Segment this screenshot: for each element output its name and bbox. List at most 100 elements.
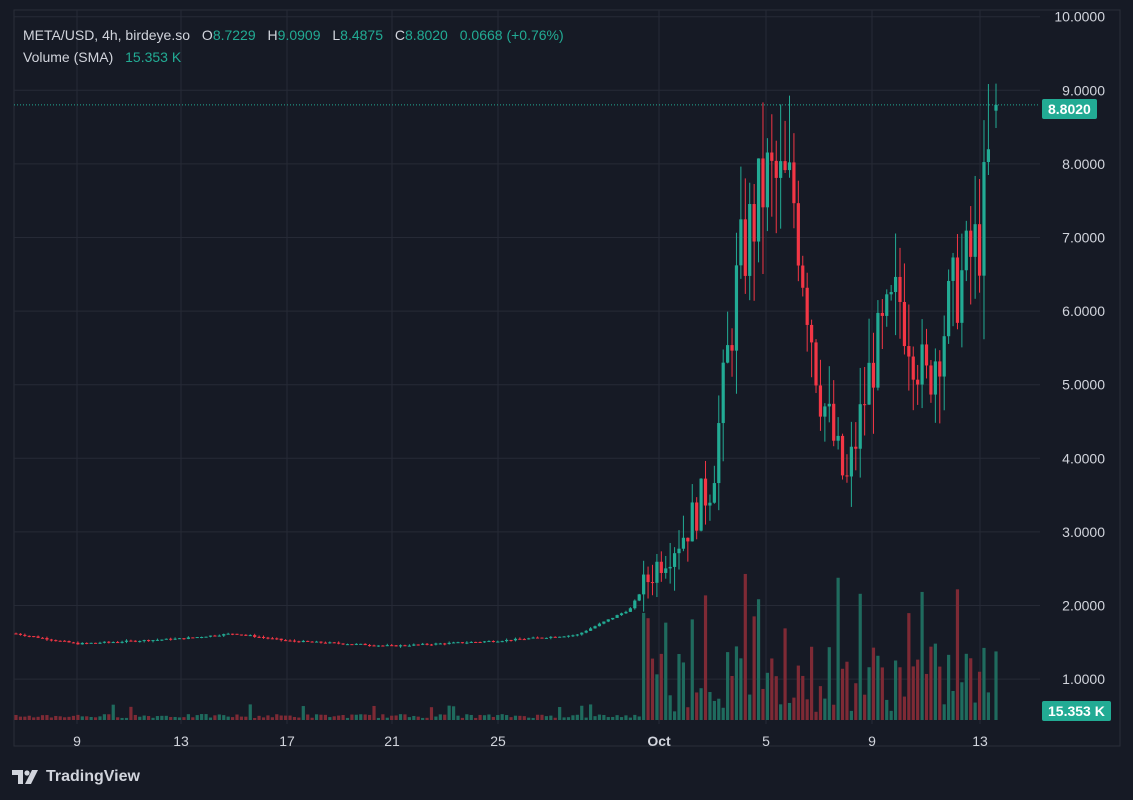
time-tick-label: 13 <box>173 733 189 749</box>
volume-bar <box>911 666 915 720</box>
candle-body <box>261 636 266 638</box>
candle-body <box>186 637 190 639</box>
volume-bar <box>955 589 960 720</box>
candle-body <box>779 161 783 178</box>
candle-body <box>71 642 76 644</box>
volume-bar <box>681 662 686 720</box>
candle-body <box>765 152 769 208</box>
candle-body <box>558 636 562 638</box>
candle-body <box>938 361 942 377</box>
volume-bar <box>169 717 173 720</box>
volume-bar <box>376 717 381 720</box>
candle-body <box>509 639 513 641</box>
candle-body <box>40 637 45 639</box>
volume-bar <box>460 717 465 720</box>
volume-bar <box>916 659 920 720</box>
candle-body <box>204 636 208 638</box>
candle-body <box>580 632 584 635</box>
volume-bar <box>734 646 739 720</box>
volume-bar <box>142 715 146 720</box>
candle-body <box>911 356 915 380</box>
candle-body <box>32 636 36 638</box>
candle-body <box>880 312 884 316</box>
volume-bar <box>248 704 252 720</box>
volume-bar <box>690 619 694 720</box>
volume-bar <box>447 705 451 720</box>
candle-body <box>45 638 49 640</box>
candle-body <box>619 613 624 616</box>
candle-body <box>253 635 257 637</box>
volume-bar <box>933 643 937 720</box>
volume-bar <box>323 714 327 720</box>
volume-bar <box>730 676 734 720</box>
volume-bar <box>593 716 597 720</box>
volume-bar <box>854 683 858 720</box>
symbol-label[interactable]: META/USD, 4h, birdeye.so <box>23 27 191 43</box>
volume-bar <box>235 714 239 720</box>
candle-body <box>792 162 796 204</box>
volume-bar <box>783 628 787 720</box>
volume-bar <box>779 704 783 720</box>
volume-label[interactable]: Volume (SMA) <box>23 49 114 65</box>
candle-body <box>734 265 739 351</box>
candle-body <box>292 640 297 642</box>
candle-body <box>717 423 721 484</box>
candle-body <box>686 537 690 542</box>
candle-body <box>354 643 358 645</box>
candle-body <box>522 639 526 641</box>
volume-bar <box>191 717 195 720</box>
candle-body <box>858 404 862 449</box>
volume-bar <box>275 714 279 720</box>
volume-bar <box>544 716 548 720</box>
volume-bar <box>270 717 274 720</box>
volume-bar <box>297 717 301 720</box>
close-value: 8.8020 <box>405 27 448 43</box>
volume-bar <box>429 707 434 720</box>
candle-body <box>933 361 937 395</box>
candle-body <box>116 642 120 644</box>
volume-bar <box>836 577 840 720</box>
candle-body <box>783 161 787 171</box>
volume-bar <box>867 667 871 720</box>
volume-bar <box>889 710 893 720</box>
volume-bar <box>306 714 310 720</box>
volume-bar <box>849 710 853 720</box>
volume-bar <box>341 714 345 720</box>
candle-body <box>677 548 681 554</box>
candle-body <box>712 483 716 503</box>
candle-body <box>359 643 363 645</box>
tradingview-icon <box>12 770 38 784</box>
tradingview-logo[interactable]: TradingView <box>12 768 140 786</box>
candle-body <box>920 344 924 385</box>
volume-bar <box>994 651 998 720</box>
candle-body <box>14 633 18 635</box>
volume-bar <box>646 618 650 720</box>
candle-body <box>248 635 252 637</box>
candle-body <box>85 642 89 644</box>
low-value: 8.4875 <box>340 27 383 43</box>
candle-body <box>955 257 960 323</box>
candle-body <box>703 478 708 506</box>
volume-bar <box>513 715 518 720</box>
volume-bar <box>986 692 990 720</box>
candle-body <box>606 619 610 622</box>
candle-body <box>266 637 270 639</box>
candle-body <box>124 640 129 642</box>
volume-bar <box>54 715 58 720</box>
candle-body <box>155 639 160 641</box>
candle-body <box>301 640 305 643</box>
candle-body <box>505 639 509 642</box>
volume-bar <box>770 658 774 720</box>
candle-body <box>447 642 451 644</box>
price-tick-label: 3.0000 <box>1062 524 1105 540</box>
volume-bar <box>350 714 354 720</box>
candle-body <box>337 642 341 644</box>
volume-bar <box>301 706 305 720</box>
candle-body <box>76 642 80 645</box>
price-tick-label: 4.0000 <box>1062 450 1105 466</box>
candle-body <box>434 643 438 645</box>
candle-body <box>474 641 478 643</box>
candle-body <box>491 641 495 643</box>
